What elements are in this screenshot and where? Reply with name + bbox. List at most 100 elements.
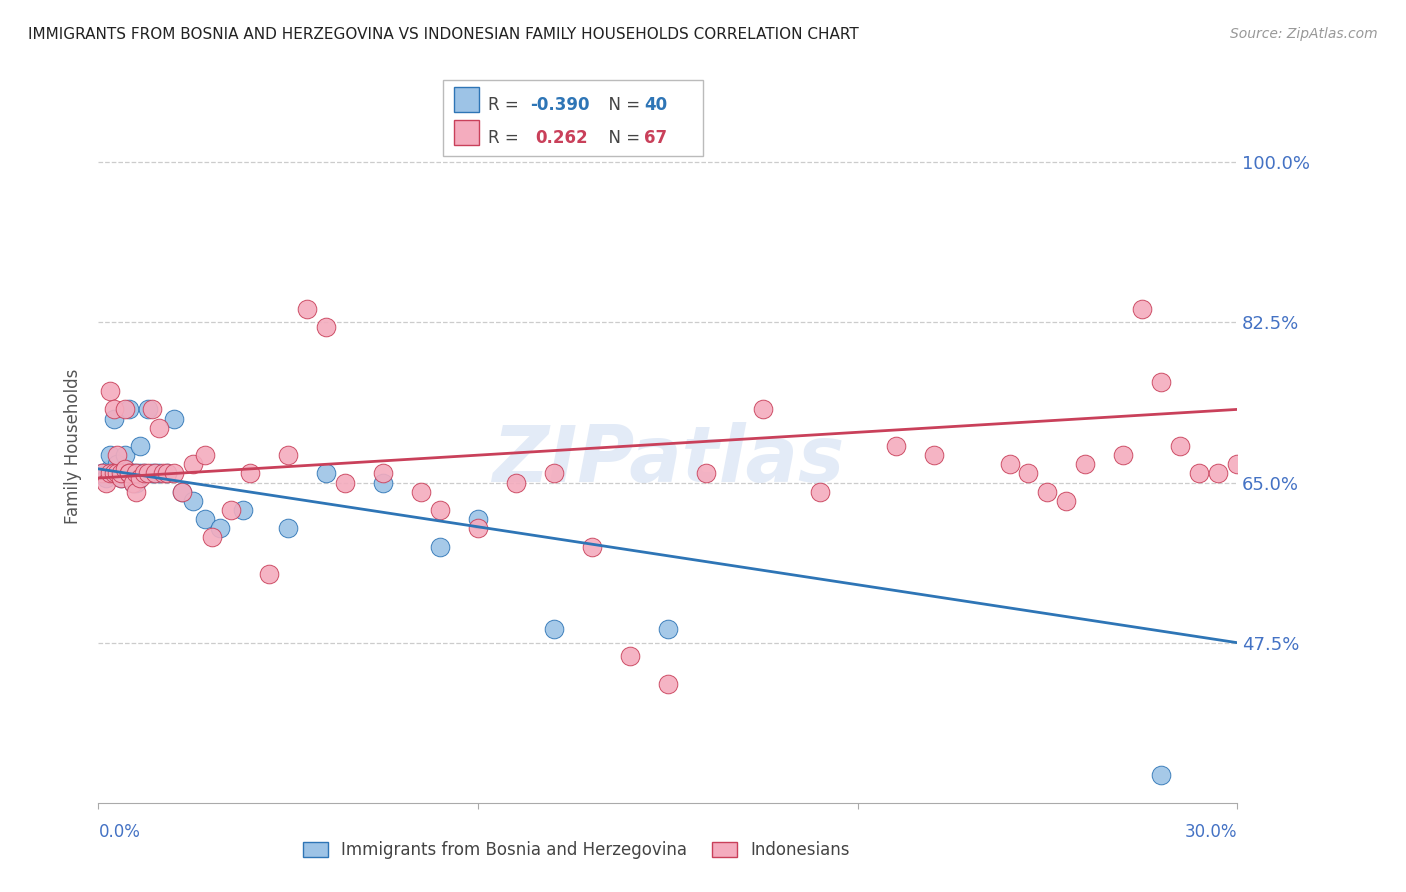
Text: 0.0%: 0.0% <box>98 823 141 841</box>
Point <box>98 462 121 476</box>
Point <box>183 494 205 508</box>
Point <box>808 484 831 499</box>
Point <box>1132 301 1154 316</box>
Point <box>125 467 148 481</box>
Point <box>107 467 129 481</box>
Point <box>118 467 141 481</box>
Point <box>695 467 717 481</box>
Point <box>118 402 141 417</box>
Point <box>1056 494 1078 508</box>
Point <box>619 649 641 664</box>
Point <box>141 402 163 417</box>
Point <box>543 622 565 636</box>
Point <box>136 467 159 481</box>
Point <box>107 448 129 462</box>
Text: R =: R = <box>488 96 524 114</box>
Point <box>581 540 603 554</box>
Point <box>1264 448 1286 462</box>
Point <box>170 484 193 499</box>
Point <box>156 467 179 481</box>
Point <box>505 475 527 490</box>
Point <box>110 467 132 481</box>
Point <box>429 540 451 554</box>
Point <box>411 484 433 499</box>
Point <box>114 462 136 476</box>
Point <box>1188 467 1211 481</box>
Point <box>94 471 117 485</box>
Point <box>152 467 174 481</box>
Point <box>98 448 121 462</box>
Text: 67: 67 <box>644 129 666 147</box>
Point <box>315 320 337 334</box>
Point <box>170 484 193 499</box>
Point <box>98 384 121 398</box>
Point <box>129 439 152 453</box>
Point <box>335 475 357 490</box>
Point <box>114 448 136 462</box>
Point <box>657 622 679 636</box>
Point <box>1302 402 1324 417</box>
Point <box>543 467 565 481</box>
Point <box>277 521 299 535</box>
Point <box>125 484 148 499</box>
Point <box>118 467 141 481</box>
Point <box>121 475 143 490</box>
Text: N =: N = <box>598 129 645 147</box>
Point <box>297 301 319 316</box>
Point <box>429 503 451 517</box>
Point <box>1150 375 1173 389</box>
Point <box>1112 448 1135 462</box>
Point <box>194 512 217 526</box>
Point <box>1226 458 1249 472</box>
Point <box>239 467 262 481</box>
Point <box>163 411 186 425</box>
Point <box>998 458 1021 472</box>
Point <box>752 402 775 417</box>
Text: Source: ZipAtlas.com: Source: ZipAtlas.com <box>1230 27 1378 41</box>
Point <box>121 467 143 481</box>
Point <box>91 467 114 481</box>
Point <box>277 448 299 462</box>
Point <box>201 531 224 545</box>
Point <box>163 467 186 481</box>
Point <box>208 521 231 535</box>
Point <box>132 467 155 481</box>
Point <box>1074 458 1097 472</box>
Point <box>1208 467 1230 481</box>
Text: 30.0%: 30.0% <box>1185 823 1237 841</box>
Text: IMMIGRANTS FROM BOSNIA AND HERZEGOVINA VS INDONESIAN FAMILY HOUSEHOLDS CORRELATI: IMMIGRANTS FROM BOSNIA AND HERZEGOVINA V… <box>28 27 859 42</box>
Point <box>91 467 114 481</box>
Point <box>1036 484 1059 499</box>
Point <box>114 402 136 417</box>
Point <box>103 402 125 417</box>
Point <box>1170 439 1192 453</box>
Point <box>148 420 170 434</box>
Point <box>467 521 489 535</box>
Point <box>371 467 394 481</box>
Point <box>221 503 243 517</box>
Point <box>110 471 132 485</box>
Text: ZIPatlas: ZIPatlas <box>492 422 844 499</box>
Point <box>125 467 148 481</box>
Point <box>141 467 163 481</box>
Point <box>145 467 167 481</box>
Point <box>232 503 254 517</box>
Text: -0.390: -0.390 <box>530 96 589 114</box>
Point <box>145 467 167 481</box>
Point <box>315 467 337 481</box>
Point <box>110 467 132 481</box>
Point <box>371 475 394 490</box>
Point <box>118 467 141 481</box>
Point <box>148 467 170 481</box>
Point <box>103 411 125 425</box>
Point <box>884 439 907 453</box>
Point <box>1284 411 1306 425</box>
Point <box>132 467 155 481</box>
Point <box>107 467 129 481</box>
Point <box>259 567 281 582</box>
Text: 40: 40 <box>644 96 666 114</box>
Point <box>121 475 143 490</box>
Text: N =: N = <box>598 96 645 114</box>
Point <box>922 448 945 462</box>
Point <box>194 448 217 462</box>
